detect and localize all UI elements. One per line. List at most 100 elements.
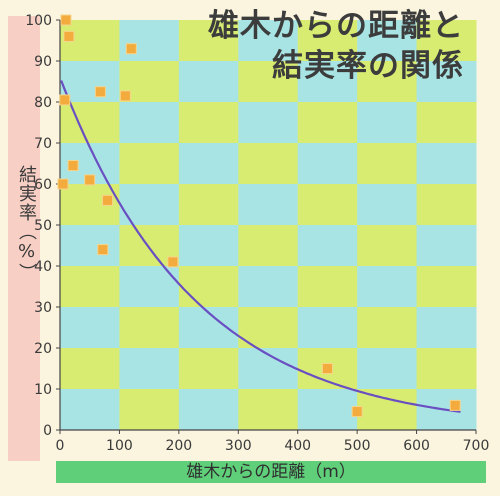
- checker-cell: [238, 61, 299, 103]
- checker-cell: [416, 102, 477, 144]
- checker-cell: [119, 102, 180, 144]
- checker-cell: [357, 389, 418, 431]
- checker-cell: [416, 20, 477, 62]
- chart-title: 雄木からの距離と 結実率の関係: [208, 6, 464, 86]
- checker-cell: [178, 266, 239, 308]
- checker-cell: [60, 266, 120, 308]
- y-axis-label: 結実率（%）: [16, 165, 37, 282]
- data-point: [97, 244, 109, 256]
- data-point: [94, 86, 106, 98]
- y-tick-label: 80: [34, 95, 52, 111]
- checker-cell: [416, 143, 477, 185]
- checker-cell: [119, 266, 180, 308]
- checker-cell: [357, 266, 418, 308]
- checker-cell: [238, 102, 299, 144]
- data-point: [57, 178, 69, 190]
- data-point: [60, 14, 72, 26]
- checker-cell: [297, 184, 358, 226]
- checker-cell: [119, 389, 180, 431]
- checker-cell: [416, 307, 477, 349]
- y-tick-label: 100: [25, 13, 52, 29]
- checker-cell: [178, 61, 239, 103]
- y-tick-label: 30: [34, 300, 52, 316]
- checker-cell: [119, 348, 180, 390]
- checker-cell: [357, 225, 418, 267]
- checker-cell: [416, 184, 477, 226]
- y-tick-label: 10: [34, 382, 52, 398]
- checker-cell: [178, 184, 239, 226]
- y-tick-label: 90: [34, 54, 52, 70]
- checker-cell: [178, 143, 239, 185]
- data-point: [167, 256, 179, 268]
- checker-cell: [297, 143, 358, 185]
- checker-cell: [297, 20, 358, 62]
- checker-cell: [357, 102, 418, 144]
- checker-cell: [238, 266, 299, 308]
- checker-cell: [357, 20, 418, 62]
- checker-cell: [60, 307, 120, 349]
- data-point: [351, 406, 363, 418]
- y-tick-label: 70: [34, 136, 52, 152]
- data-point: [67, 160, 79, 172]
- x-tick-label: 400: [284, 438, 311, 454]
- checker-cell: [357, 307, 418, 349]
- data-point: [59, 94, 71, 106]
- checker-cell: [60, 389, 120, 431]
- x-tick-label: 200: [165, 438, 192, 454]
- y-tick-label: 60: [34, 177, 52, 193]
- checker-cell: [416, 266, 477, 308]
- checker-cell: [178, 20, 239, 62]
- checker-cell: [119, 20, 180, 62]
- checker-cell: [178, 102, 239, 144]
- checker-cell: [238, 389, 299, 431]
- checker-cell: [60, 348, 120, 390]
- x-tick-label: 700: [463, 438, 490, 454]
- checker-cell: [416, 225, 477, 267]
- checker-cell: [178, 348, 239, 390]
- y-tick-label: 50: [34, 218, 52, 234]
- y-tick-label: 20: [34, 341, 52, 357]
- y-tick-label: 40: [34, 259, 52, 275]
- y-tick-label: 0: [43, 423, 52, 439]
- checker-cell: [297, 225, 358, 267]
- checker-cell: [357, 143, 418, 185]
- trend-curve: [60, 80, 461, 413]
- checker-cell: [119, 143, 180, 185]
- checker-cell: [238, 184, 299, 226]
- data-point: [125, 43, 137, 55]
- x-tick-label: 100: [106, 438, 133, 454]
- checker-cell: [60, 102, 120, 144]
- data-point: [84, 174, 96, 186]
- chart-title-line: 結実率の関係: [272, 48, 464, 84]
- chart-title-line: 雄木からの距離と: [208, 8, 464, 44]
- x-axis-label: 雄木からの距離（m）: [186, 462, 356, 482]
- checker-cell: [297, 102, 358, 144]
- x-tick-label: 500: [344, 438, 371, 454]
- checker-cell: [238, 143, 299, 185]
- checker-cell: [238, 20, 299, 62]
- checker-cell: [357, 184, 418, 226]
- x-tick-label: 0: [56, 438, 65, 454]
- checker-cell: [357, 348, 418, 390]
- y-axis-label-band: [8, 16, 40, 461]
- x-tick-label: 600: [403, 438, 430, 454]
- checker-cell: [416, 348, 477, 390]
- data-point: [119, 90, 131, 102]
- checker-cell: [416, 61, 477, 103]
- checker-cell: [297, 307, 358, 349]
- data-point: [102, 194, 114, 206]
- data-point: [63, 30, 75, 42]
- data-point: [449, 399, 461, 411]
- data-point: [321, 363, 333, 374]
- checker-cell: [297, 61, 358, 103]
- checker-cell: [357, 61, 418, 103]
- x-tick-label: 300: [225, 438, 252, 454]
- checker-cell: [297, 266, 358, 308]
- x-axis-label-band: [56, 461, 486, 483]
- checker-cell: [60, 225, 120, 267]
- checker-cell: [238, 225, 299, 267]
- checker-cell: [119, 307, 180, 349]
- checker-cell: [178, 225, 239, 267]
